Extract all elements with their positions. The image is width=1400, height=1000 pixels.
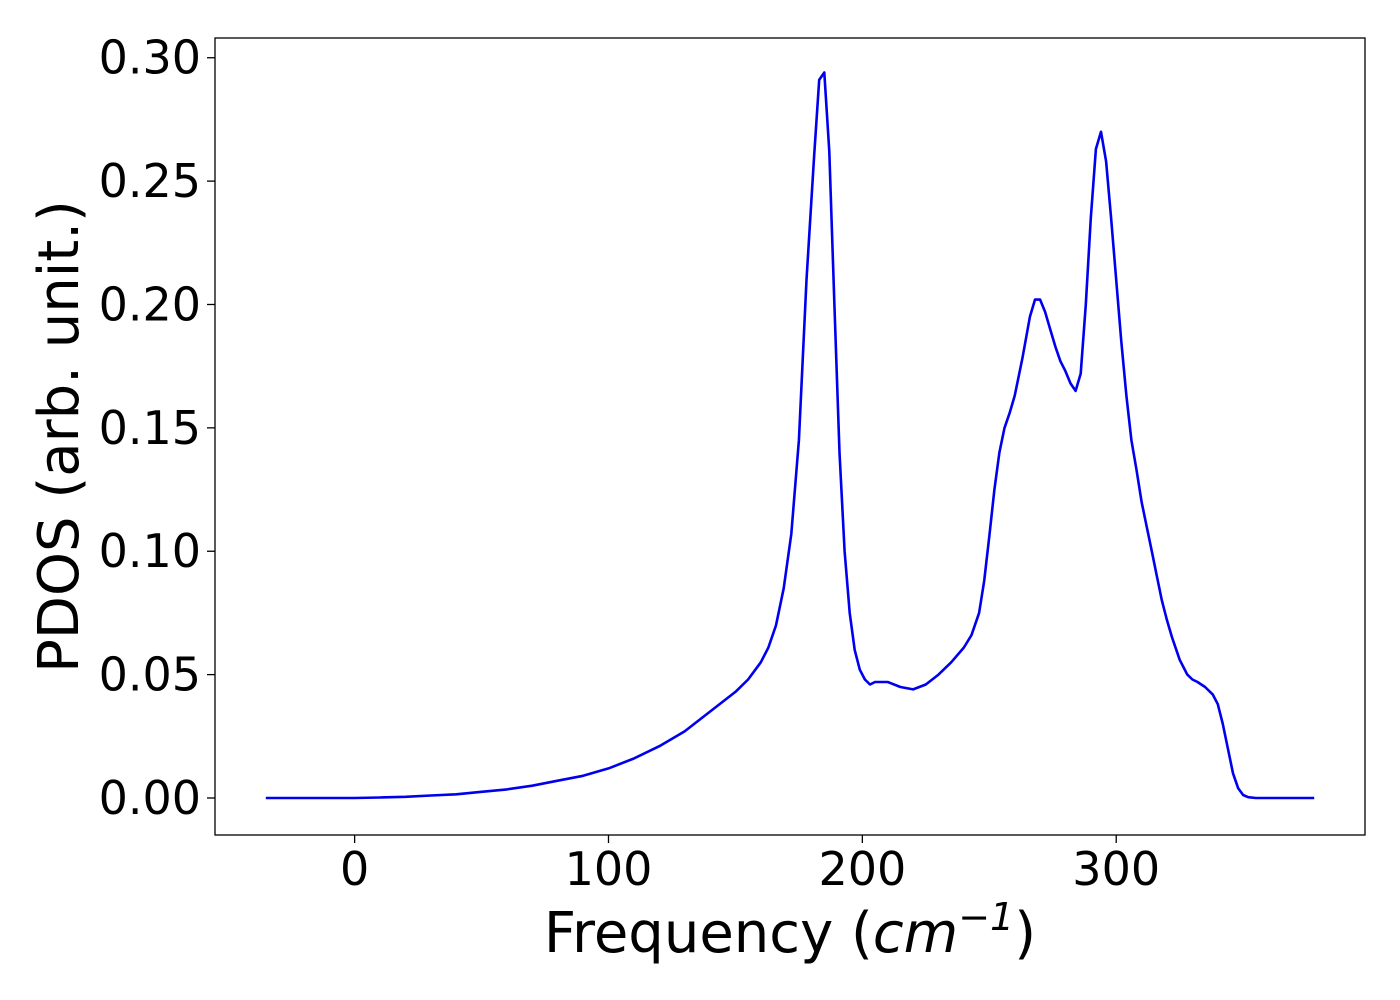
x-axis-label-main: Frequency ( [544, 901, 873, 966]
x-axis-label: Frequency (cm−1) [544, 895, 1036, 966]
series-layer [265, 71, 1315, 800]
y-axis: 0.00 0.05 0.10 0.15 0.20 0.25 0.30 [99, 31, 215, 825]
x-axis: 0 100 200 300 [340, 835, 1160, 896]
x-axis-label-exponent: −1 [958, 895, 1014, 939]
plot-frame [214, 37, 1366, 836]
x-tick-label: 300 [1072, 842, 1160, 896]
y-tick-label: 0.30 [99, 31, 201, 85]
x-tick-label: 200 [818, 842, 906, 896]
y-tick-label: 0.05 [99, 648, 201, 702]
y-axis-label: PDOS (arb. unit.) [27, 200, 92, 673]
y-tick-label: 0.10 [99, 524, 201, 578]
y-tick-label: 0.25 [99, 154, 201, 208]
x-axis-label-close: ) [1014, 901, 1036, 966]
x-tick-label: 0 [340, 842, 369, 896]
x-axis-label-unit: cm [873, 901, 958, 966]
x-tick-label: 100 [565, 842, 653, 896]
y-tick-label: 0.20 [99, 277, 201, 331]
y-tick-label: 0.15 [99, 401, 201, 455]
y-tick-label: 0.00 [99, 771, 201, 825]
pdos-series-line [265, 71, 1315, 800]
